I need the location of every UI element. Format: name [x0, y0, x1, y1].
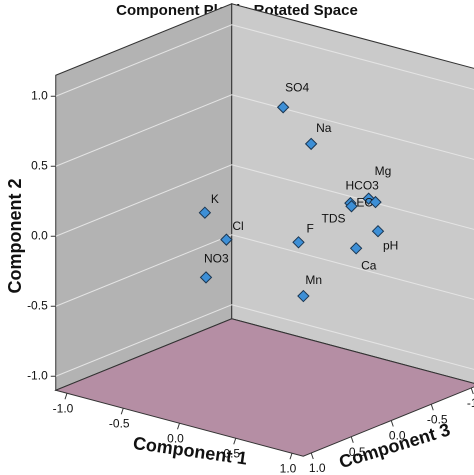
z-tick-label: 0.5	[349, 445, 366, 459]
grid-line	[55, 24, 474, 97]
x-axis-title: Component 1	[132, 433, 249, 469]
point	[345, 200, 358, 213]
point	[349, 242, 363, 255]
x-tick-label: -0.5	[109, 416, 130, 430]
point-label: SO4	[285, 80, 309, 94]
x-tick-label: 1.0	[280, 461, 297, 475]
grid-line	[55, 94, 474, 167]
point-label: Mn	[305, 273, 322, 287]
z-tick-label: 1.0	[309, 461, 326, 475]
point	[292, 236, 305, 249]
point	[304, 137, 318, 151]
z-tick-label: -0.5	[427, 412, 448, 426]
point-label: HCO3	[346, 178, 380, 192]
point-label: Cl	[232, 219, 243, 233]
point-label: Na	[316, 121, 332, 135]
z-tick	[310, 452, 314, 460]
z-tick-label: 0.0	[389, 429, 406, 443]
point	[369, 195, 382, 209]
y-axis-title: Component 2	[5, 179, 25, 294]
x-tick-label: 0.5	[223, 446, 240, 460]
z-tick	[470, 387, 474, 395]
y-tick-label: -1.0	[27, 368, 48, 382]
point-label: Ca	[361, 258, 377, 272]
point-label: F	[307, 221, 314, 235]
point	[220, 233, 233, 246]
point	[297, 289, 310, 303]
point	[199, 271, 213, 284]
x-tick	[64, 393, 68, 400]
z-tick	[350, 436, 354, 443]
x-tick	[233, 438, 237, 445]
x-tick-label: 0.0	[167, 431, 184, 445]
point-label: TDS	[322, 211, 346, 225]
x-tick	[120, 408, 124, 415]
z-tick	[430, 404, 434, 411]
point	[198, 206, 212, 219]
floor	[54, 318, 474, 457]
point-label: NO3	[204, 252, 229, 266]
point	[276, 101, 290, 114]
back-wall	[231, 3, 474, 384]
point-label: pH	[383, 238, 398, 252]
grid-line	[55, 304, 474, 377]
y-tick-label: -0.5	[27, 298, 48, 312]
x-tick	[177, 423, 180, 430]
point-label: Mg	[375, 164, 392, 178]
y-tick-label: 0.5	[31, 158, 48, 172]
x-tick	[289, 453, 293, 460]
y-tick-label: 1.0	[31, 88, 48, 102]
grid-line	[55, 164, 474, 237]
grid-line	[55, 234, 474, 307]
y-tick-label: 0.0	[31, 228, 48, 242]
point	[371, 224, 385, 238]
z-tick-label: -1.0	[467, 396, 474, 410]
point-label: EC	[356, 195, 373, 209]
z-tick	[390, 420, 394, 427]
point-label: K	[211, 192, 219, 206]
x-tick-label: -1.0	[53, 401, 74, 415]
